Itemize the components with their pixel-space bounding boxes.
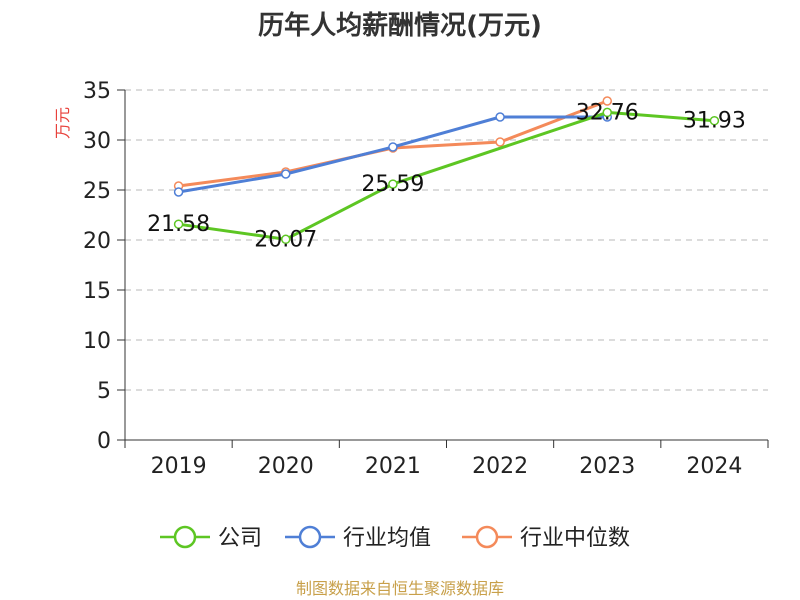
chart-title: 历年人均薪酬情况(万元) <box>258 10 542 41</box>
legend-marker <box>475 525 499 549</box>
data-point <box>388 179 398 189</box>
legend-marker <box>173 525 197 549</box>
x-tick-label: 2020 <box>258 454 314 479</box>
x-tick-label: 2021 <box>365 454 421 479</box>
y-tick-label: 10 <box>83 329 111 354</box>
data-label-layer: 21.58 20.07 25.59 32.76 31.93 <box>147 100 746 252</box>
axis-layer: 0 5 10 15 20 25 30 35 2019 2020 2021 2022 2023 2024 <box>83 79 769 479</box>
data-point <box>602 96 612 106</box>
data-point <box>173 219 184 229</box>
data-point <box>495 112 505 122</box>
series-layer <box>173 96 720 245</box>
legend-item: 公司 <box>160 525 262 551</box>
data-point <box>281 234 291 245</box>
y-tick-label: 30 <box>83 129 111 154</box>
y-tick-label: 15 <box>83 279 111 304</box>
y-tick-label: 5 <box>97 379 111 404</box>
legend-marker <box>298 525 322 549</box>
data-point <box>709 115 720 126</box>
legend-item: 行业中位数 <box>462 525 630 551</box>
data-point <box>495 137 505 147</box>
legend: 公司 行业均值 行业中位数 <box>160 525 630 551</box>
legend-label: 行业中位数 <box>520 526 630 551</box>
data-point <box>173 187 184 197</box>
y-tick-label: 20 <box>83 229 111 254</box>
x-tick-label: 2023 <box>579 454 635 479</box>
data-point <box>388 142 398 152</box>
data-point <box>281 169 291 179</box>
y-tick-label: 0 <box>97 429 111 454</box>
data-label: 21.58 <box>147 212 210 237</box>
grid-layer <box>125 89 768 391</box>
y-axis-label: 万元 <box>53 107 72 139</box>
series-0 <box>173 107 720 245</box>
y-tick-label: 35 <box>83 79 111 104</box>
y-tick-label: 25 <box>83 179 111 204</box>
data-label: 32.76 <box>576 100 639 125</box>
source-note: 制图数据来自恒生聚源数据库 <box>296 579 504 598</box>
x-tick-label: 2019 <box>151 454 207 479</box>
x-tick-label: 2024 <box>686 454 742 479</box>
data-label: 25.59 <box>361 172 424 197</box>
data-label: 31.93 <box>683 109 746 134</box>
data-point <box>602 107 612 118</box>
legend-item: 行业均值 <box>285 525 431 551</box>
legend-label: 公司 <box>218 526 262 551</box>
legend-label: 行业均值 <box>343 526 431 551</box>
data-label: 20.07 <box>254 227 317 252</box>
x-tick-label: 2022 <box>472 454 528 479</box>
